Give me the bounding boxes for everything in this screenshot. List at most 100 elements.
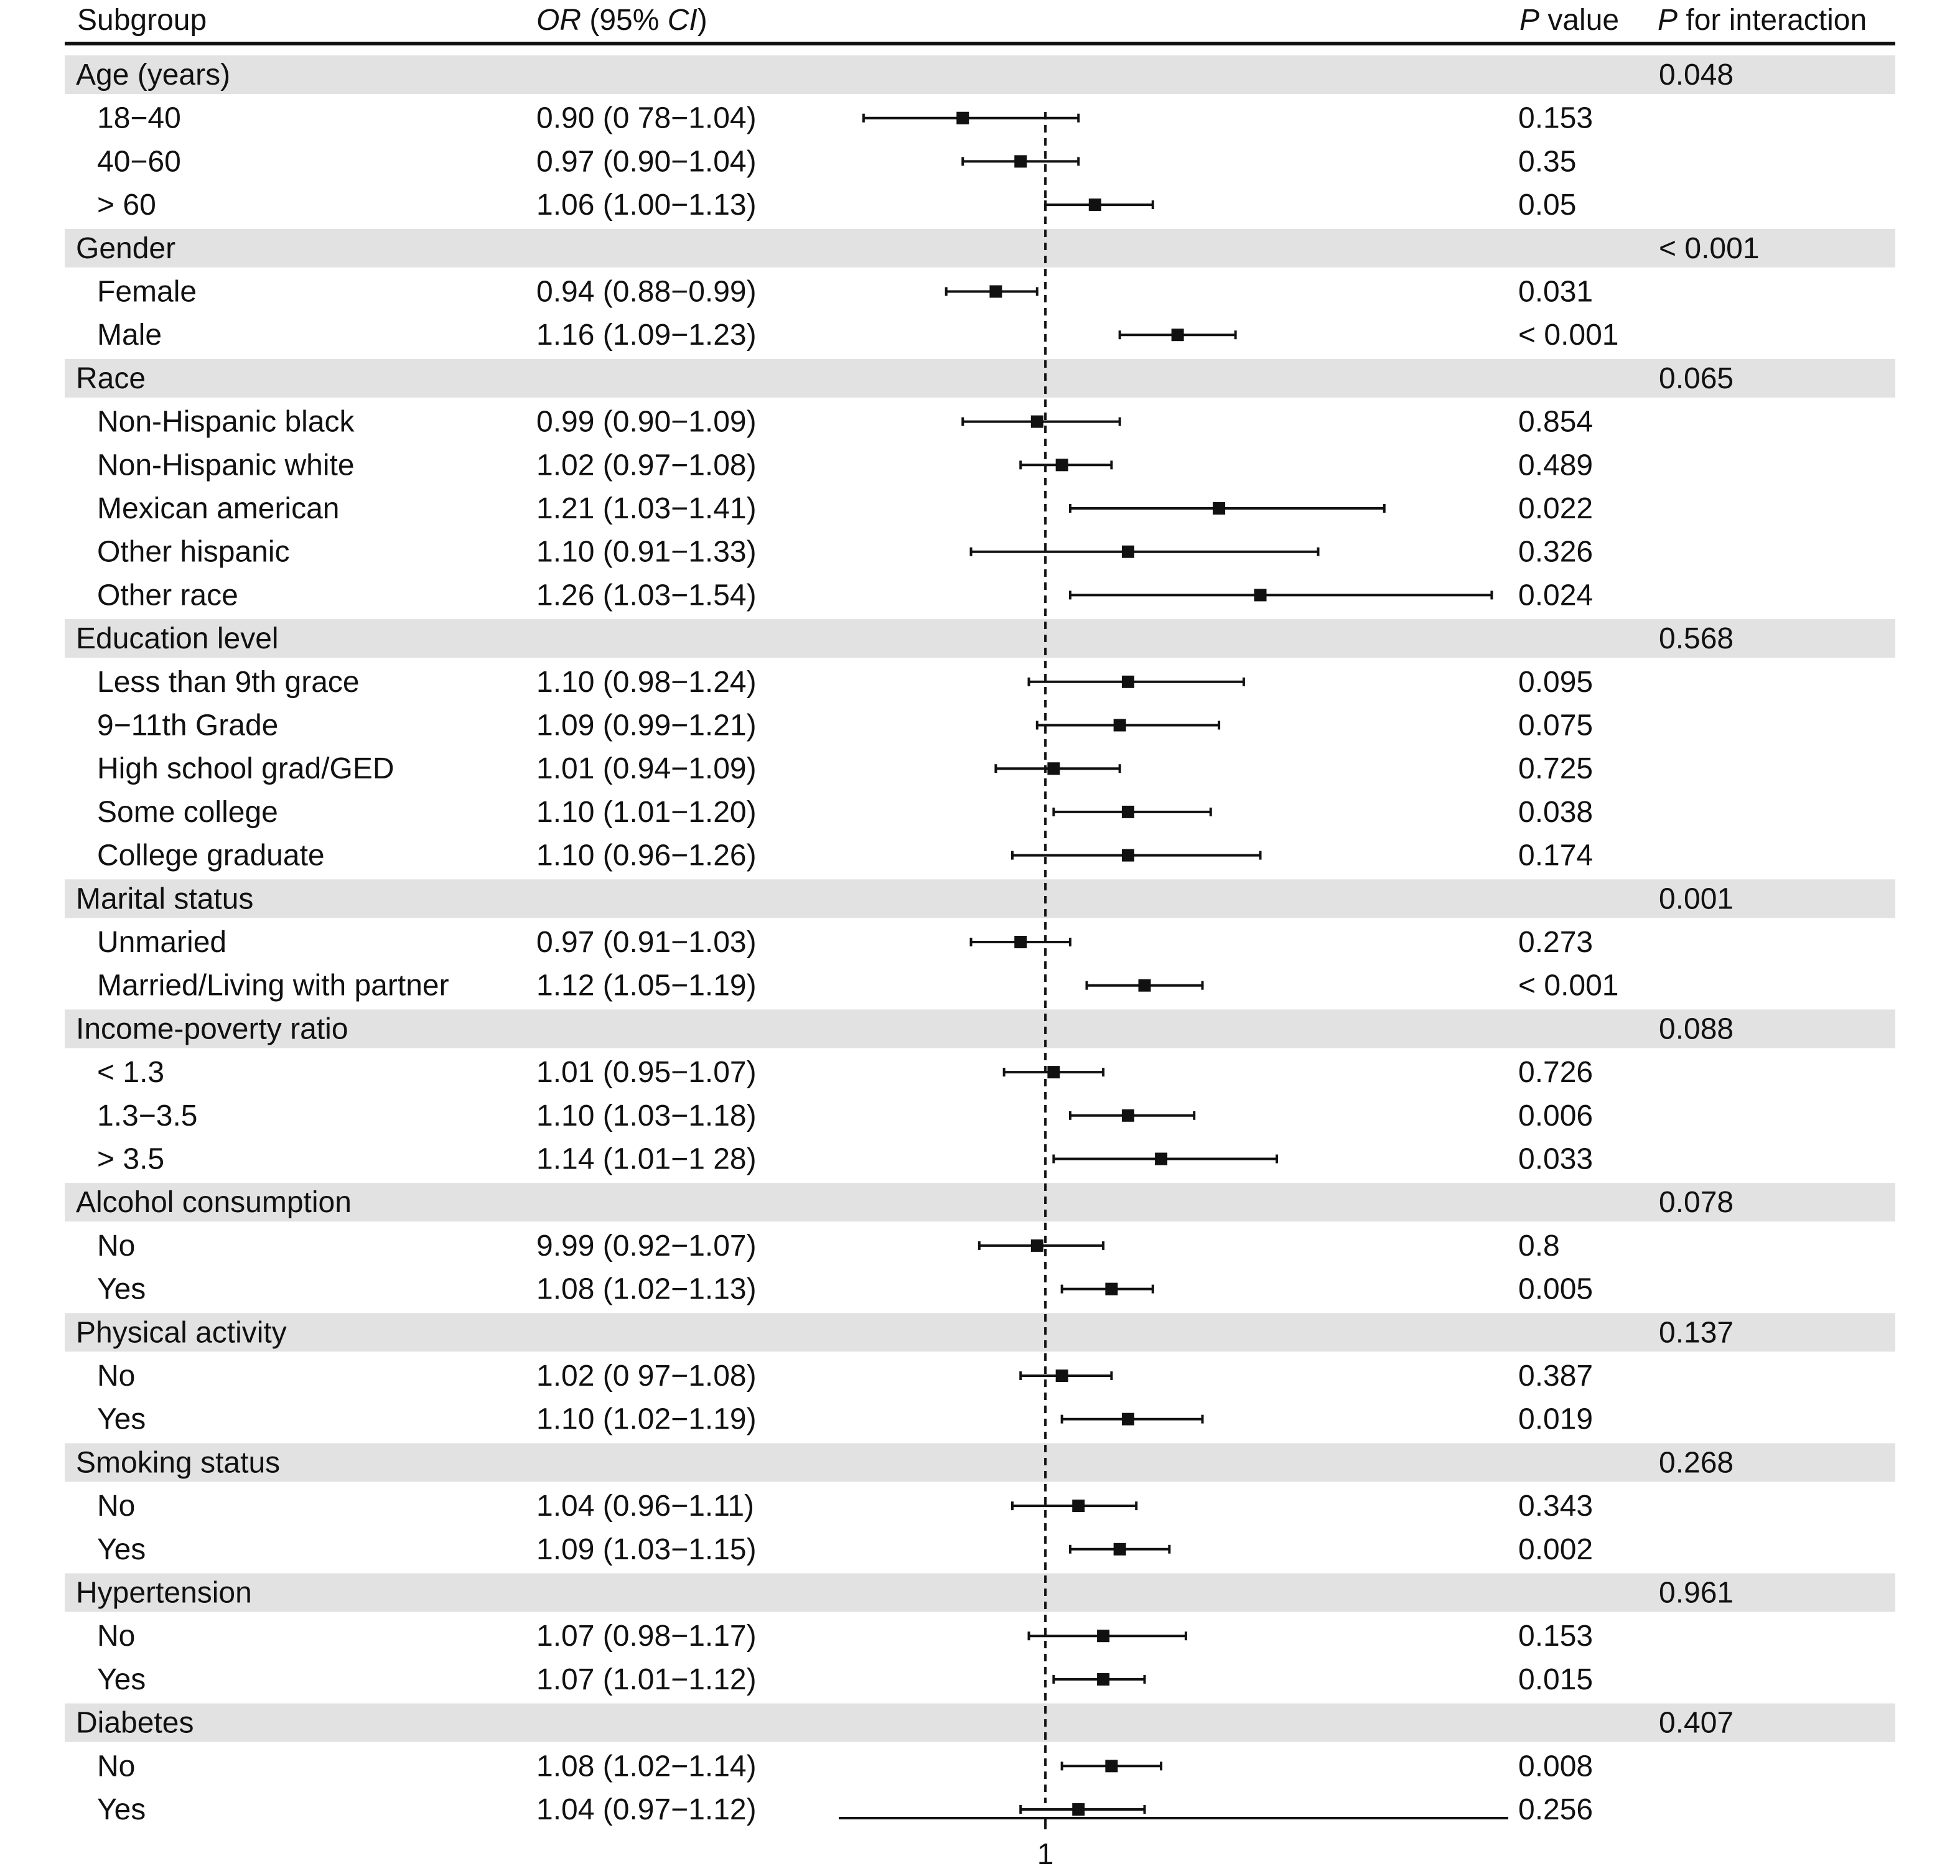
or-ci-text-race-mexican-american: 1.21 (1.03−1.41) <box>536 492 757 525</box>
row-label-income-poverty-ratio-1-3-3-5: 1.3−3.5 <box>97 1099 197 1132</box>
or-ci-text-education-level-less-than-9th-grace: 1.10 (0.98−1.24) <box>536 666 757 699</box>
group-band-diabetes <box>65 1703 1895 1742</box>
p-value-race-other-hispanic: 0.326 <box>1518 536 1593 569</box>
row-label-education-level-high-school-grad-ged: High school grad/GED <box>97 752 394 785</box>
or-ci-text-diabetes-no: 1.08 (1.02−1.14) <box>536 1750 757 1783</box>
row-label-diabetes-yes: Yes <box>97 1793 146 1826</box>
or-ci-text-marital-status-married-living-with-partner: 1.12 (1.05−1.19) <box>536 969 757 1002</box>
group-band-physical-activity <box>65 1313 1895 1352</box>
or-ci-text-age-years-60: 1.06 (1.00−1.13) <box>536 189 757 222</box>
p-value-smoking-status-yes: 0.002 <box>1518 1533 1593 1566</box>
group-label-marital-status: Marital status <box>76 882 253 915</box>
p-interaction-header: P for interaction <box>1658 4 1867 37</box>
row-label-physical-activity-no: No <box>97 1360 135 1393</box>
or-ci-text-income-poverty-ratio-3-5: 1.14 (1.01−1 28) <box>536 1143 757 1176</box>
p-value-race-other-race: 0.024 <box>1518 579 1593 612</box>
row-label-education-level-some-college: Some college <box>97 796 278 829</box>
row-label-age-years-40-60: 40−60 <box>97 145 181 178</box>
or-ci-text-age-years-40-60: 0.97 (0.90−1.04) <box>536 145 757 178</box>
or-point-alcohol-consumption-yes <box>1105 1282 1118 1295</box>
p-value-education-level-some-college: 0.038 <box>1518 796 1593 829</box>
row-label-gender-female: Female <box>97 276 197 309</box>
row-label-income-poverty-ratio-3-5: > 3.5 <box>97 1143 164 1176</box>
p-value-hypertension-no: 0.153 <box>1518 1620 1593 1653</box>
or-ci-text-age-years-18-40: 0.90 (0 78−1.04) <box>536 102 757 135</box>
or-point-race-mexican-american <box>1213 502 1226 515</box>
or-ci-text-diabetes-yes: 1.04 (0.97−1.12) <box>536 1793 757 1826</box>
or-header-close: ) <box>698 4 707 37</box>
row-label-race-other-hispanic: Other hispanic <box>97 536 290 569</box>
or-point-hypertension-yes <box>1097 1673 1110 1686</box>
or-point-income-poverty-ratio-1-3-3-5 <box>1121 1109 1134 1122</box>
or-ci-text-hypertension-yes: 1.07 (1.01−1.12) <box>536 1663 757 1696</box>
row-label-marital-status-unmaried: Unmaried <box>97 926 226 959</box>
or-ci-text-physical-activity-no: 1.02 (0 97−1.08) <box>536 1360 757 1393</box>
group-band-hypertension <box>65 1573 1895 1612</box>
row-label-income-poverty-ratio-1-3: < 1.3 <box>97 1056 164 1089</box>
or-point-smoking-status-no <box>1072 1500 1085 1513</box>
chart-marks <box>862 111 1493 1816</box>
p-interaction-hypertension: 0.961 <box>1659 1577 1734 1610</box>
p-value-physical-activity-yes: 0.019 <box>1518 1403 1593 1436</box>
p-interaction-gender: < 0.001 <box>1659 232 1759 265</box>
or-point-age-years-40-60 <box>1014 155 1027 168</box>
group-label-physical-activity: Physical activity <box>76 1316 287 1349</box>
or-point-marital-status-married-living-with-partner <box>1138 979 1151 992</box>
or-point-education-level-college-graduate <box>1121 849 1134 862</box>
subgroup-header: Subgroup <box>77 4 207 37</box>
row-label-age-years-18-40: 18−40 <box>97 102 181 135</box>
p-value-alcohol-consumption-no: 0.8 <box>1518 1230 1560 1262</box>
or-point-race-non-hispanic-black <box>1030 415 1043 428</box>
group-label-hypertension: Hypertension <box>76 1577 252 1610</box>
p-interaction-header-p: P <box>1658 4 1678 37</box>
or-ci-text-smoking-status-yes: 1.09 (1.03−1.15) <box>536 1533 757 1566</box>
p-value-hypertension-yes: 0.015 <box>1518 1663 1593 1696</box>
or-ci-text-alcohol-consumption-yes: 1.08 (1.02−1.13) <box>536 1273 757 1306</box>
row-label-smoking-status-no: No <box>97 1490 135 1523</box>
group-label-gender: Gender <box>76 232 175 265</box>
p-value-age-years-40-60: 0.35 <box>1518 145 1576 178</box>
p-value-diabetes-yes: 0.256 <box>1518 1793 1593 1826</box>
p-value-gender-male: < 0.001 <box>1518 319 1618 352</box>
or-ci-text-gender-male: 1.16 (1.09−1.23) <box>536 319 757 352</box>
or-point-income-poverty-ratio-1-3 <box>1047 1066 1060 1079</box>
group-band-income-poverty-ratio <box>65 1009 1895 1048</box>
row-label-gender-male: Male <box>97 319 162 352</box>
or-header-ci: CI <box>668 4 698 37</box>
or-ci-text-alcohol-consumption-no: 9.99 (0.92−1.07) <box>536 1230 757 1262</box>
group-band-age-years <box>65 55 1895 94</box>
or-ci-text-education-level-some-college: 1.10 (1.01−1.20) <box>536 796 757 829</box>
row-label-race-other-race: Other race <box>97 579 238 612</box>
p-value-smoking-status-no: 0.343 <box>1518 1490 1593 1523</box>
or-ci-text-education-level-9-11th-grade: 1.09 (0.99−1.21) <box>536 709 757 742</box>
p-value-age-years-60: 0.05 <box>1518 189 1576 222</box>
p-interaction-income-poverty-ratio: 0.088 <box>1659 1012 1734 1045</box>
or-point-physical-activity-yes <box>1121 1412 1134 1426</box>
row-label-education-level-less-than-9th-grace: Less than 9th grace <box>97 666 360 699</box>
or-ci-text-income-poverty-ratio-1-3-3-5: 1.10 (1.03−1.18) <box>536 1099 757 1132</box>
or-ci-text-race-non-hispanic-white: 1.02 (0.97−1.08) <box>536 449 757 482</box>
or-point-marital-status-unmaried <box>1014 936 1027 948</box>
row-label-smoking-status-yes: Yes <box>97 1533 146 1566</box>
row-label-age-years-60: > 60 <box>97 189 156 222</box>
or-ci-text-physical-activity-yes: 1.10 (1.02−1.19) <box>536 1403 757 1436</box>
row-label-race-non-hispanic-white: Non-Hispanic white <box>97 449 355 482</box>
or-point-education-level-less-than-9th-grace <box>1121 675 1134 688</box>
p-interaction-smoking-status: 0.268 <box>1659 1446 1734 1479</box>
or-header: OR (95% CI) <box>536 4 707 37</box>
or-ci-text-race-other-race: 1.26 (1.03−1.54) <box>536 579 757 612</box>
group-band-education-level <box>65 619 1895 658</box>
p-value-physical-activity-no: 0.387 <box>1518 1360 1593 1393</box>
or-point-diabetes-yes <box>1072 1803 1085 1816</box>
p-value-marital-status-unmaried: 0.273 <box>1518 926 1593 959</box>
or-point-education-level-high-school-grad-ged <box>1047 762 1060 775</box>
row-label-race-mexican-american: Mexican american <box>97 492 339 525</box>
or-ci-text-race-other-hispanic: 1.10 (0.91−1.33) <box>536 536 757 569</box>
or-header-or: OR <box>536 4 581 37</box>
row-label-physical-activity-yes: Yes <box>97 1403 146 1436</box>
p-interaction-header-rest: for interaction <box>1678 4 1867 37</box>
or-point-education-level-9-11th-grade <box>1113 719 1126 732</box>
or-point-education-level-some-college <box>1121 805 1134 818</box>
p-interaction-education-level: 0.568 <box>1659 622 1734 655</box>
